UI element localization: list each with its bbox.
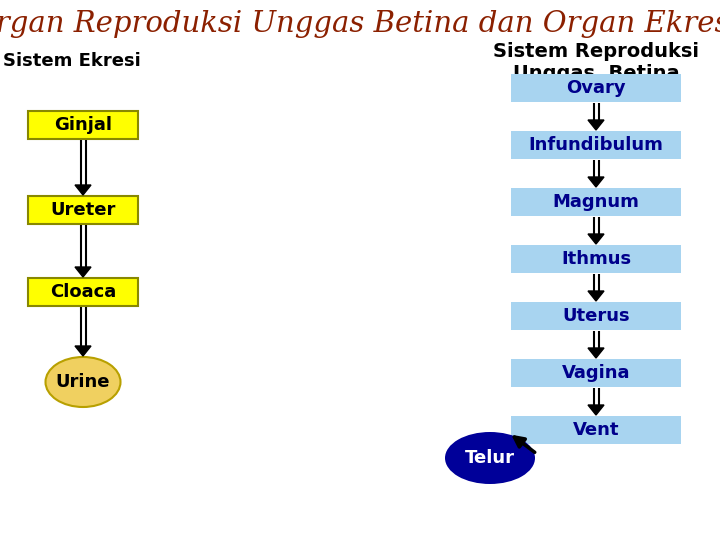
FancyBboxPatch shape bbox=[511, 131, 681, 159]
Text: Vent: Vent bbox=[572, 421, 619, 439]
Text: Ovary: Ovary bbox=[566, 79, 626, 97]
Polygon shape bbox=[588, 348, 604, 358]
Polygon shape bbox=[75, 185, 91, 195]
Text: Sistem Reproduksi
Unggas  Betina: Sistem Reproduksi Unggas Betina bbox=[493, 42, 699, 83]
Text: Vagina: Vagina bbox=[562, 364, 630, 382]
Ellipse shape bbox=[45, 357, 120, 407]
Text: Urine: Urine bbox=[55, 373, 110, 391]
FancyBboxPatch shape bbox=[28, 111, 138, 139]
FancyBboxPatch shape bbox=[511, 74, 681, 102]
FancyBboxPatch shape bbox=[511, 245, 681, 273]
FancyBboxPatch shape bbox=[511, 302, 681, 330]
Polygon shape bbox=[75, 346, 91, 356]
Text: Ithmus: Ithmus bbox=[561, 250, 631, 268]
Ellipse shape bbox=[445, 432, 535, 484]
Polygon shape bbox=[588, 291, 604, 301]
Polygon shape bbox=[75, 267, 91, 277]
FancyBboxPatch shape bbox=[28, 278, 138, 306]
Text: Sistem Ekresi: Sistem Ekresi bbox=[3, 52, 141, 70]
Text: Infundibulum: Infundibulum bbox=[528, 136, 663, 154]
FancyBboxPatch shape bbox=[511, 416, 681, 444]
Polygon shape bbox=[588, 177, 604, 187]
Text: Magnum: Magnum bbox=[552, 193, 639, 211]
Text: Cloaca: Cloaca bbox=[50, 283, 116, 301]
Text: Telur: Telur bbox=[465, 449, 515, 467]
Text: Ureter: Ureter bbox=[50, 201, 116, 219]
Text: Uterus: Uterus bbox=[562, 307, 630, 325]
Polygon shape bbox=[588, 405, 604, 415]
Text: Ginjal: Ginjal bbox=[54, 116, 112, 134]
Polygon shape bbox=[588, 234, 604, 244]
FancyBboxPatch shape bbox=[511, 359, 681, 387]
Polygon shape bbox=[588, 120, 604, 130]
Text: Organ Reproduksi Unggas Betina dan Organ Ekresi: Organ Reproduksi Unggas Betina dan Organ… bbox=[0, 10, 720, 38]
FancyBboxPatch shape bbox=[511, 188, 681, 216]
FancyBboxPatch shape bbox=[28, 196, 138, 224]
